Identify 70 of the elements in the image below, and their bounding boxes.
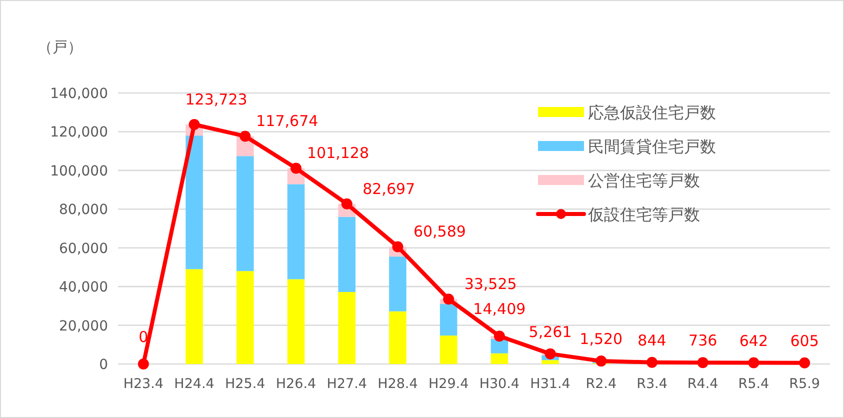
x-tick-label: H26.4 [276, 376, 316, 392]
bar [389, 256, 406, 312]
point [596, 356, 607, 367]
x-tick-label: H23.4 [123, 376, 164, 392]
point [748, 357, 760, 368]
x-tick-label: H28.4 [378, 376, 418, 392]
data-label: 117,674 [256, 112, 318, 130]
point [290, 162, 302, 174]
bar [338, 216, 356, 292]
x-tick-label: H24.4 [174, 376, 214, 392]
y-tick-label: 140,000 [50, 86, 108, 102]
legend-label: 公営住宅等戸数 [588, 171, 700, 190]
y-tick-label: 100,000 [50, 163, 108, 180]
y-axis-title: （戸） [38, 38, 82, 56]
data-label: 736 [688, 332, 718, 350]
data-label: 5,261 [528, 322, 572, 341]
point [138, 358, 149, 370]
y-tick-label: 120,000 [50, 124, 108, 141]
data-label: 60,589 [413, 222, 466, 241]
data-label: 642 [739, 332, 768, 350]
bar [186, 269, 203, 364]
bar [440, 336, 458, 364]
bar [287, 279, 305, 364]
legend-label: 応急仮設住宅戸数 [588, 103, 716, 122]
bar [338, 292, 356, 364]
x-tick-label: H25.4 [225, 376, 266, 392]
bar [287, 184, 305, 280]
point [341, 198, 352, 210]
x-tick-label: R2.4 [586, 376, 617, 392]
data-label: 1,520 [580, 330, 623, 348]
x-tick-label: H31.4 [530, 376, 570, 392]
y-tick-label: 60,000 [59, 240, 108, 257]
data-label: 82,697 [362, 180, 416, 198]
bar [490, 339, 508, 354]
data-label: 605 [790, 332, 819, 350]
bar [186, 136, 203, 270]
x-tick-label: R5.4 [738, 376, 770, 392]
bar [542, 360, 559, 364]
point [646, 356, 658, 368]
point [799, 357, 810, 368]
point [188, 119, 200, 130]
y-tick-label: 80,000 [59, 202, 108, 218]
x-tick-label: H29.4 [428, 376, 469, 392]
bar [389, 311, 406, 364]
x-tick-label: H30.4 [479, 376, 520, 392]
point [697, 357, 708, 368]
data-label: 33,525 [464, 275, 517, 294]
y-tick-label: 40,000 [59, 280, 108, 296]
point [240, 130, 251, 142]
bar [440, 304, 458, 336]
bar [236, 271, 254, 364]
data-label: 101,128 [306, 144, 370, 162]
point [494, 330, 505, 342]
data-label: 0 [138, 328, 148, 346]
y-tick-label: 20,000 [59, 318, 108, 334]
x-tick-label: R5.9 [789, 376, 820, 392]
data-label: 844 [638, 331, 666, 350]
legend-label: 仮設住宅等戸数 [587, 205, 700, 224]
y-tick-label: 0 [99, 357, 108, 373]
bar [236, 156, 254, 272]
x-tick-label: H27.4 [326, 376, 367, 392]
bar [490, 353, 508, 364]
x-tick-label: R4.4 [687, 376, 718, 392]
point [443, 294, 454, 305]
point [544, 348, 556, 360]
data-label: 14,409 [473, 300, 526, 318]
data-label: 123,723 [185, 90, 248, 109]
legend-label: 民間賃貸住宅戸数 [588, 137, 716, 156]
x-tick-label: R3.4 [636, 376, 668, 392]
point [392, 241, 404, 252]
